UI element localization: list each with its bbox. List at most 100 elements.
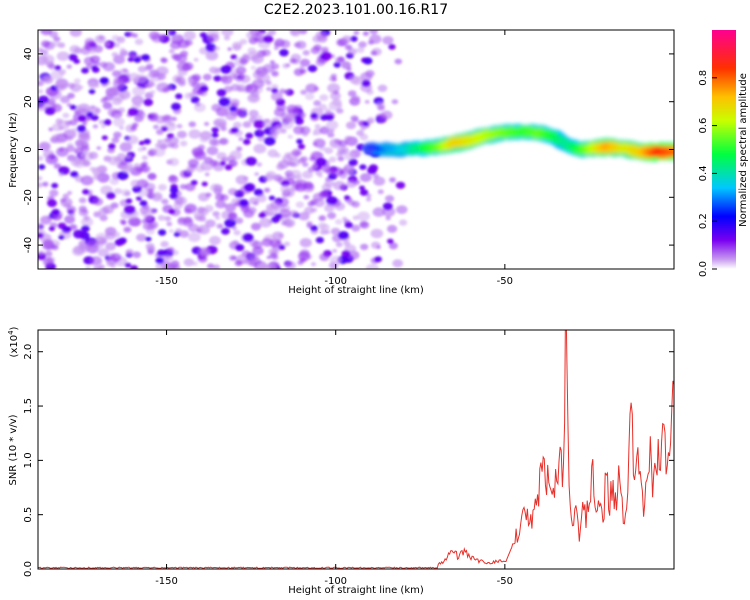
noise-blob: [88, 88, 96, 95]
noise-blob: [49, 189, 59, 197]
noise-blob: [294, 150, 301, 156]
noise-blob: [110, 253, 122, 262]
noise-blob: [168, 143, 174, 148]
noise-blob: [353, 30, 360, 35]
noise-blob: [79, 85, 84, 90]
noise-blob: [113, 54, 126, 65]
noise-blob: [313, 198, 325, 208]
noise-blob: [88, 151, 99, 160]
noise-blob: [271, 216, 280, 224]
noise-blob: [50, 69, 64, 80]
noise-blob: [116, 36, 126, 44]
y-tick-label: 1.5: [23, 398, 34, 414]
noise-blob: [228, 188, 238, 196]
noise-blob: [334, 218, 343, 225]
noise-blob: [253, 119, 265, 129]
noise-blob: [102, 205, 115, 214]
snr-panel: -150 -100 -50 0.0 0.5 1.0 1.5 2.0 Height of st…: [7, 326, 675, 596]
noise-blob: [134, 38, 144, 45]
snr-x-axis-label: Height of straight line (km): [288, 585, 424, 596]
noise-blob: [142, 167, 148, 172]
noise-blob: [342, 216, 347, 221]
noise-blob: [160, 241, 169, 248]
noise-blob: [143, 214, 153, 221]
noise-blob: [202, 73, 212, 81]
noise-blob: [168, 48, 175, 54]
noise-blob: [271, 91, 283, 102]
noise-blob: [179, 140, 188, 147]
noise-blob: [73, 245, 86, 255]
noise-blob: [73, 58, 80, 64]
noise-blob: [161, 198, 169, 205]
noise-blob: [254, 172, 260, 176]
noise-blob: [280, 128, 287, 134]
noise-blob: [281, 221, 287, 226]
noise-blob: [278, 233, 284, 238]
noise-blob: [120, 220, 127, 226]
noise-blob: [289, 30, 300, 36]
noise-blob: [185, 183, 196, 192]
noise-blob: [183, 30, 196, 41]
noise-blob: [112, 231, 121, 238]
noise-blob: [358, 41, 367, 48]
noise-blob: [151, 193, 163, 202]
noise-blob: [231, 226, 237, 231]
noise-blob: [108, 143, 116, 150]
noise-blob: [205, 50, 219, 61]
noise-blob: [238, 137, 244, 142]
noise-blob: [306, 223, 313, 229]
noise-blob: [283, 241, 290, 247]
noise-blob: [98, 35, 104, 40]
noise-blob: [273, 42, 281, 48]
noise-blob: [230, 54, 238, 60]
noise-blob: [188, 129, 201, 139]
noise-blob: [204, 172, 210, 177]
noise-blob: [382, 202, 393, 211]
noise-blob: [170, 264, 181, 269]
noise-blob: [177, 217, 187, 226]
noise-blob: [229, 255, 237, 261]
noise-blob: [161, 126, 168, 132]
noise-blob: [58, 172, 64, 177]
y-tick-label: 40: [23, 48, 34, 61]
noise-blob: [67, 82, 75, 89]
noise-blob: [176, 124, 183, 129]
noise-blob: [278, 245, 286, 250]
noise-blob: [160, 57, 168, 64]
noise-blob: [250, 65, 257, 70]
signal-ridge-layer: [362, 123, 674, 162]
noise-blob: [129, 218, 142, 227]
noise-blob: [162, 87, 170, 93]
noise-blob: [38, 250, 45, 256]
noise-blob: [130, 179, 141, 188]
noise-blob: [252, 246, 264, 256]
noise-blob: [80, 217, 94, 227]
y-tick-label: 20: [23, 95, 34, 108]
snr-multiplier-label: (x104): [7, 326, 20, 357]
noise-blob: [168, 209, 176, 215]
noise-blob: [138, 140, 145, 146]
noise-blob: [93, 197, 104, 206]
noise-blob: [199, 135, 209, 143]
noise-blob: [191, 81, 200, 88]
noise-blob: [38, 155, 44, 161]
noise-blob: [225, 111, 237, 121]
noise-blob: [92, 174, 101, 181]
noise-blob: [172, 74, 184, 84]
noise-blob: [212, 264, 220, 269]
noise-blob: [261, 49, 271, 57]
noise-blob: [38, 89, 44, 94]
noise-blob: [101, 135, 108, 141]
noise-blob: [74, 147, 84, 155]
noise-blob: [83, 160, 91, 167]
noise-blob: [348, 158, 358, 166]
noise-blob: [92, 124, 98, 129]
noise-blob: [359, 221, 370, 229]
noise-blob: [82, 121, 88, 126]
noise-blob: [359, 133, 369, 141]
noise-blob: [282, 120, 294, 129]
noise-blob: [87, 239, 100, 249]
noise-blob: [253, 188, 264, 196]
snr-series-layer: [38, 330, 674, 569]
noise-blob: [150, 112, 156, 117]
